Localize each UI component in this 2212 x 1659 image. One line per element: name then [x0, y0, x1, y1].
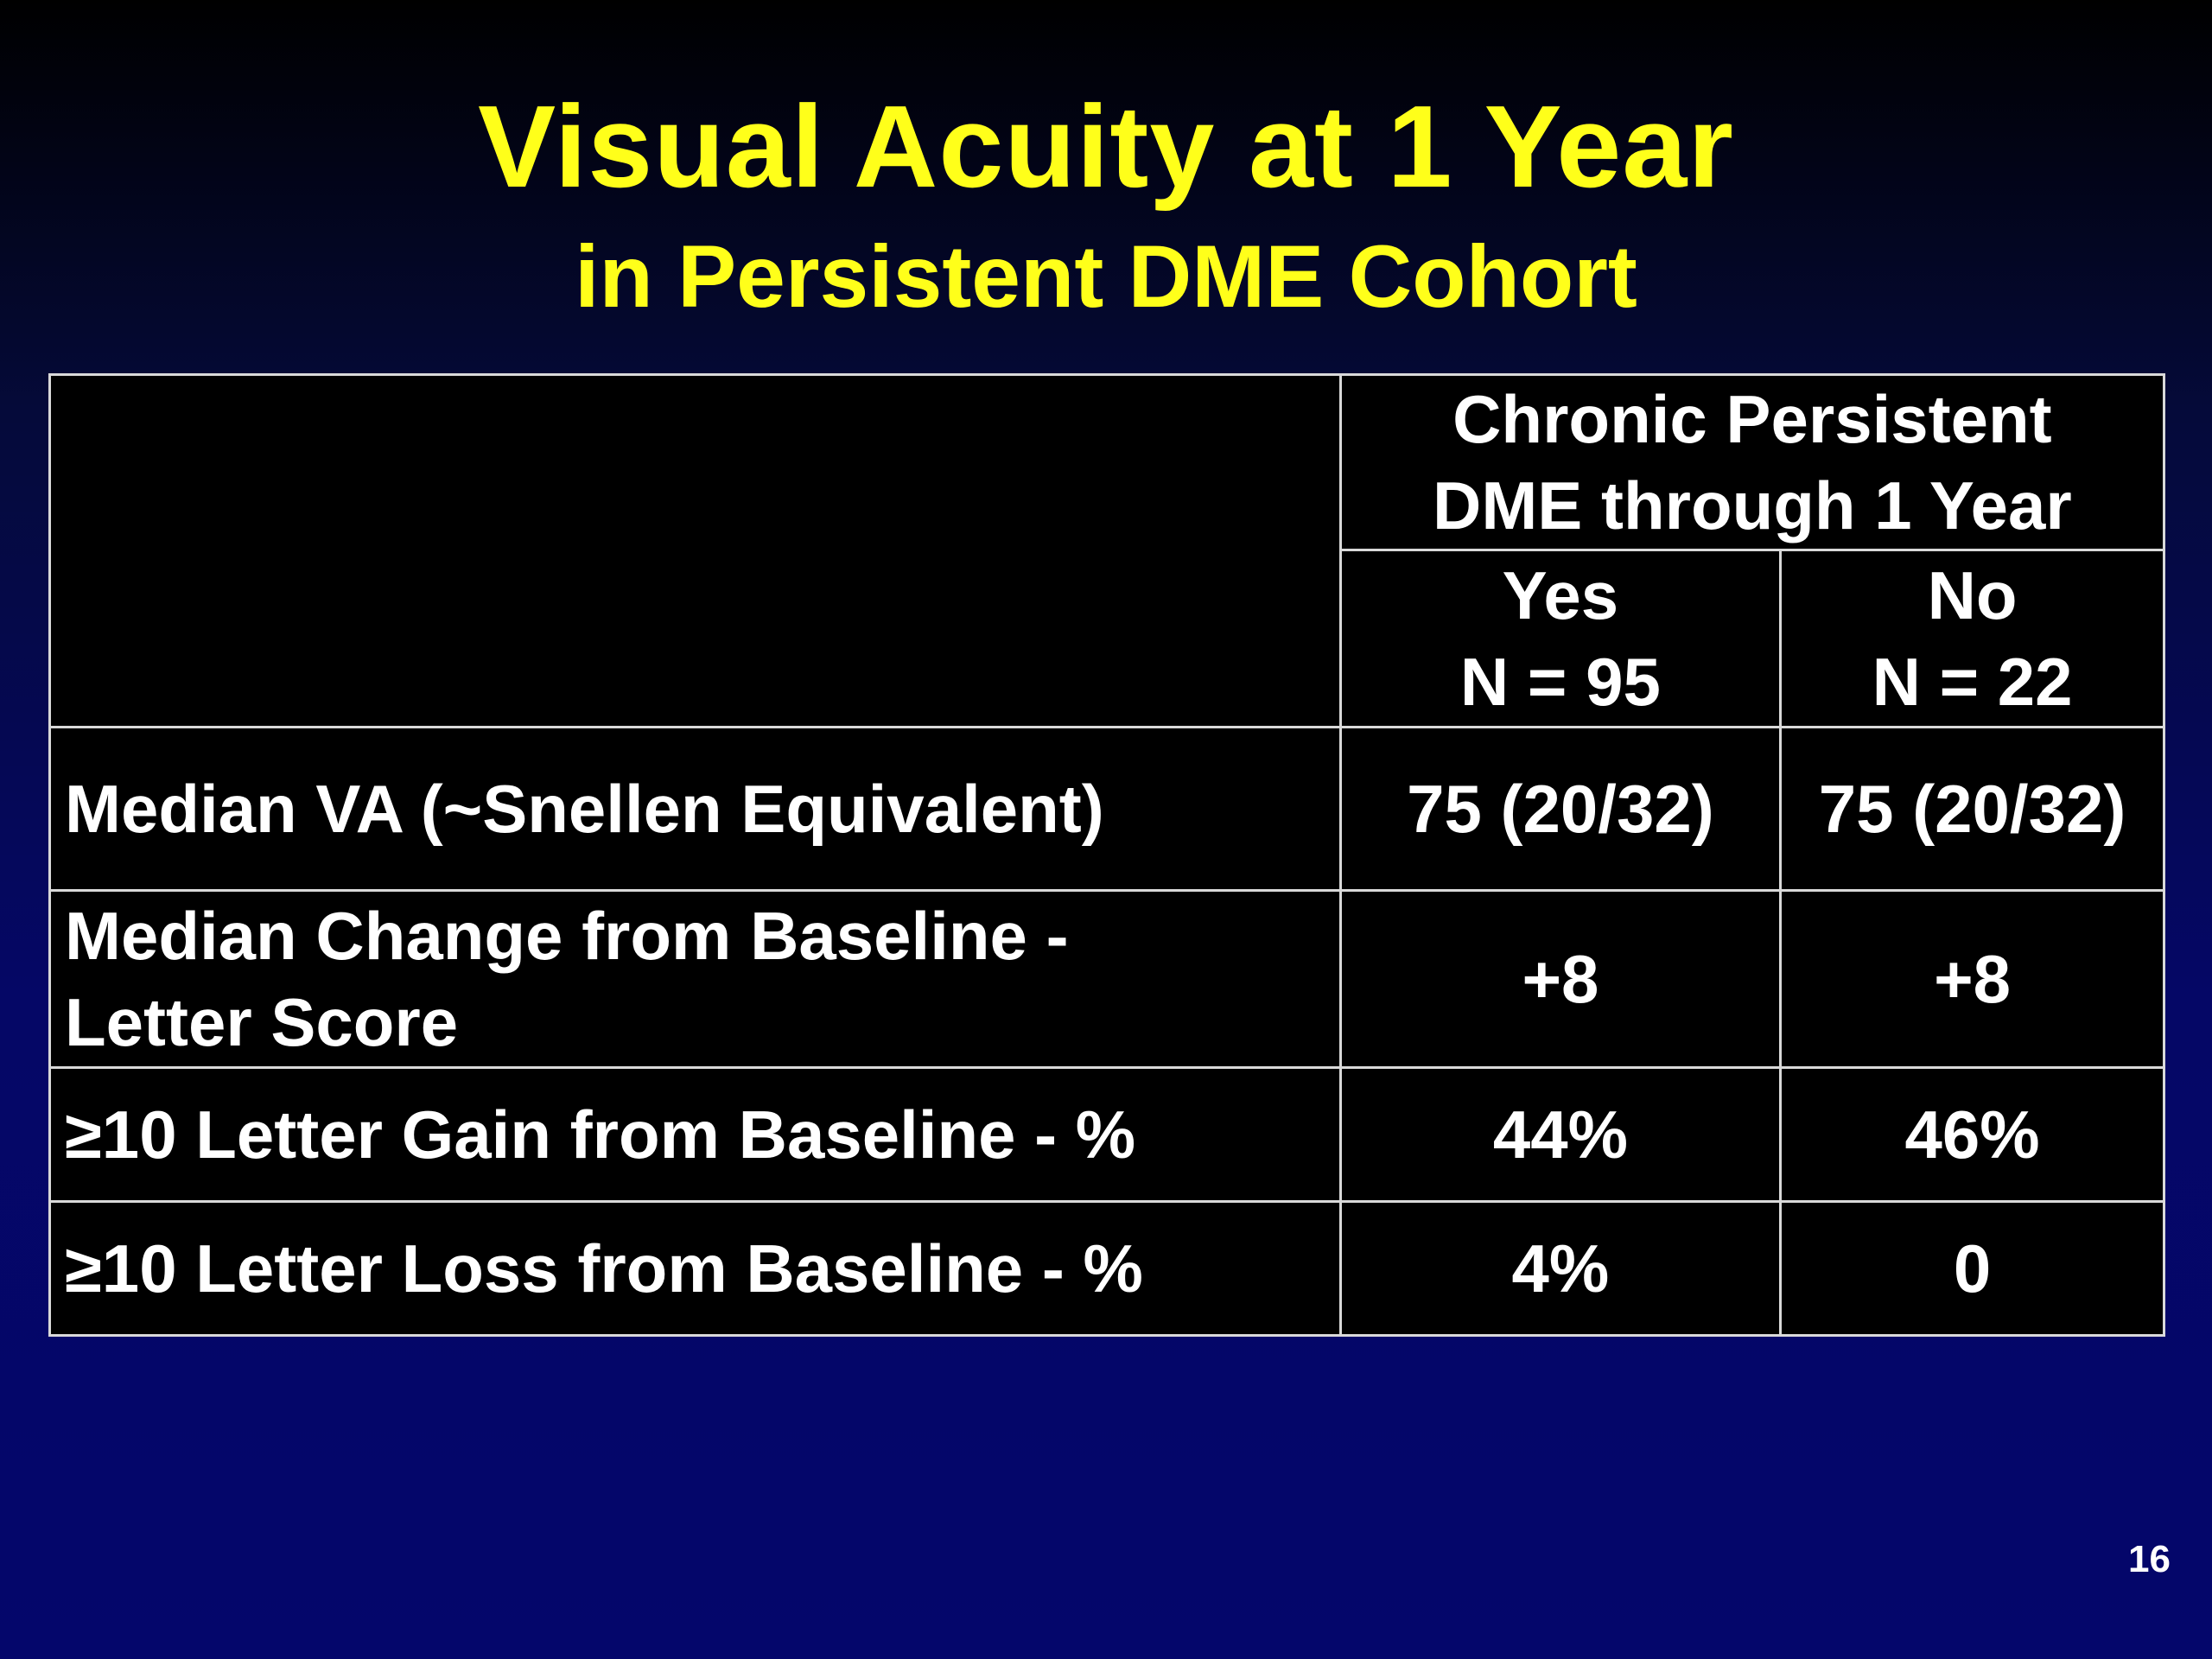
column-header-n: N = 95 [1459, 644, 1661, 720]
cell-yes: 4% [1338, 1200, 1783, 1337]
group-header-line2: DME through 1 Year [1433, 467, 2072, 543]
page-number: 16 [2128, 1538, 2171, 1580]
table-row: ≥10 Letter Gain from Baseline - % 44% 46… [48, 1066, 2165, 1203]
column-header-n: N = 22 [1872, 644, 2073, 720]
row-label-text: Median Change from Baseline - [65, 898, 1069, 974]
group-header-line1: Chronic Persistent [1452, 381, 2052, 457]
cell-yes: +8 [1338, 889, 1783, 1069]
row-label-text: ≥10 Letter Loss from Baseline - % [65, 1230, 1143, 1306]
table-header-row: Chronic Persistent DME through 1 Year [48, 373, 2166, 728]
group-header-cell: Chronic Persistent DME through 1 Year [1338, 373, 2166, 551]
column-header-yes: Yes N = 95 [1338, 549, 1783, 728]
cell-no: 46% [1779, 1066, 2165, 1203]
slide-title: Visual Acuity at 1 Year [478, 81, 1734, 212]
row-label-text-continued: Letter Score [65, 984, 459, 1060]
slide-subtitle: in Persistent DME Cohort [575, 227, 1637, 326]
cell-yes: 75 (20/32) [1338, 726, 1783, 892]
row-label-text: ≥10 Letter Gain from Baseline - % [65, 1096, 1136, 1173]
table-subheader-row: Yes N = 95 No N = 22 [50, 549, 2165, 728]
table-row: Median Change from Baseline - Letter Sco… [48, 889, 2165, 1069]
table-row: ≥10 Letter Loss from Baseline - % 4% 0 [48, 1200, 2165, 1337]
row-label: ≥10 Letter Loss from Baseline - % [48, 1200, 1342, 1337]
row-label-text: Median VA (~Snellen Equivalent) [65, 771, 1104, 847]
cell-no: +8 [1779, 889, 2165, 1069]
row-label: Median VA (~Snellen Equivalent) [48, 726, 1342, 892]
column-header-no: No N = 22 [1779, 549, 2165, 728]
cell-no: 0 [1779, 1200, 2165, 1337]
table-corner-cell [48, 373, 1342, 728]
column-header-label: No [1927, 557, 2018, 633]
row-label: Median Change from Baseline - Letter Sco… [48, 889, 1342, 1069]
cell-no: 75 (20/32) [1779, 726, 2165, 892]
results-table: Chronic Persistent DME through 1 Year Ye… [48, 373, 2166, 1337]
column-header-label: Yes [1502, 557, 1619, 633]
table-row: Median VA (~Snellen Equivalent) 75 (20/3… [48, 726, 2165, 892]
row-label: ≥10 Letter Gain from Baseline - % [48, 1066, 1342, 1203]
cell-yes: 44% [1338, 1066, 1783, 1203]
